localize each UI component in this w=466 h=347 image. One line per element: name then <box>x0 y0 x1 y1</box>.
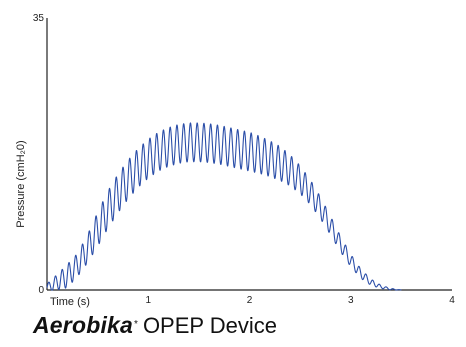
y-tick-label-35: 35 <box>33 13 45 24</box>
x-tick-labels: 1 2 3 4 <box>145 295 455 306</box>
y-axis-label: Pressure (cmH₂0) <box>15 140 27 227</box>
device-caption: Aerobika* OPEP Device <box>33 312 277 339</box>
series-line-pressure <box>46 122 402 291</box>
x-tick-label-1: 1 <box>145 295 151 306</box>
device-name: OPEP Device <box>142 313 278 338</box>
y-tick-labels: 0 35 <box>33 13 45 296</box>
x-tick-label-2: 2 <box>247 295 253 306</box>
x-tick-label-4: 4 <box>449 295 455 306</box>
x-axis-label: Time (s) <box>50 296 90 308</box>
x-tick-label-3: 3 <box>348 295 354 306</box>
trademark-mark: * <box>134 318 138 330</box>
y-tick-label-0: 0 <box>38 285 44 296</box>
brand-name: Aerobika <box>33 312 134 338</box>
